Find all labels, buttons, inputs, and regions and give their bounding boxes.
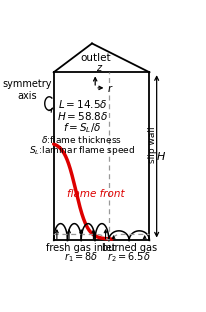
Text: $H$: $H$ (156, 150, 166, 162)
Text: symmetry
axis: symmetry axis (3, 80, 52, 101)
Text: flame front: flame front (67, 188, 125, 199)
Text: slip wall: slip wall (148, 126, 157, 163)
Text: r: r (107, 84, 111, 94)
Text: $\delta$:flame thickness: $\delta$:flame thickness (41, 134, 122, 145)
Text: $r_2 = 6.5\delta$: $r_2 = 6.5\delta$ (107, 250, 151, 264)
Text: $f = S_L/\delta$: $f = S_L/\delta$ (63, 122, 102, 135)
Text: $L = 14.5\delta$: $L = 14.5\delta$ (58, 98, 108, 110)
Text: $S_L$:laminar flame speed: $S_L$:laminar flame speed (29, 144, 135, 157)
Text: burned gas: burned gas (102, 243, 157, 253)
Text: fresh gas inlet: fresh gas inlet (46, 243, 116, 253)
Text: $r_1 = 8\delta$: $r_1 = 8\delta$ (64, 250, 98, 264)
Text: outlet: outlet (80, 53, 110, 63)
Text: $H = 58.8\delta$: $H = 58.8\delta$ (57, 110, 108, 122)
Text: z: z (96, 63, 102, 73)
